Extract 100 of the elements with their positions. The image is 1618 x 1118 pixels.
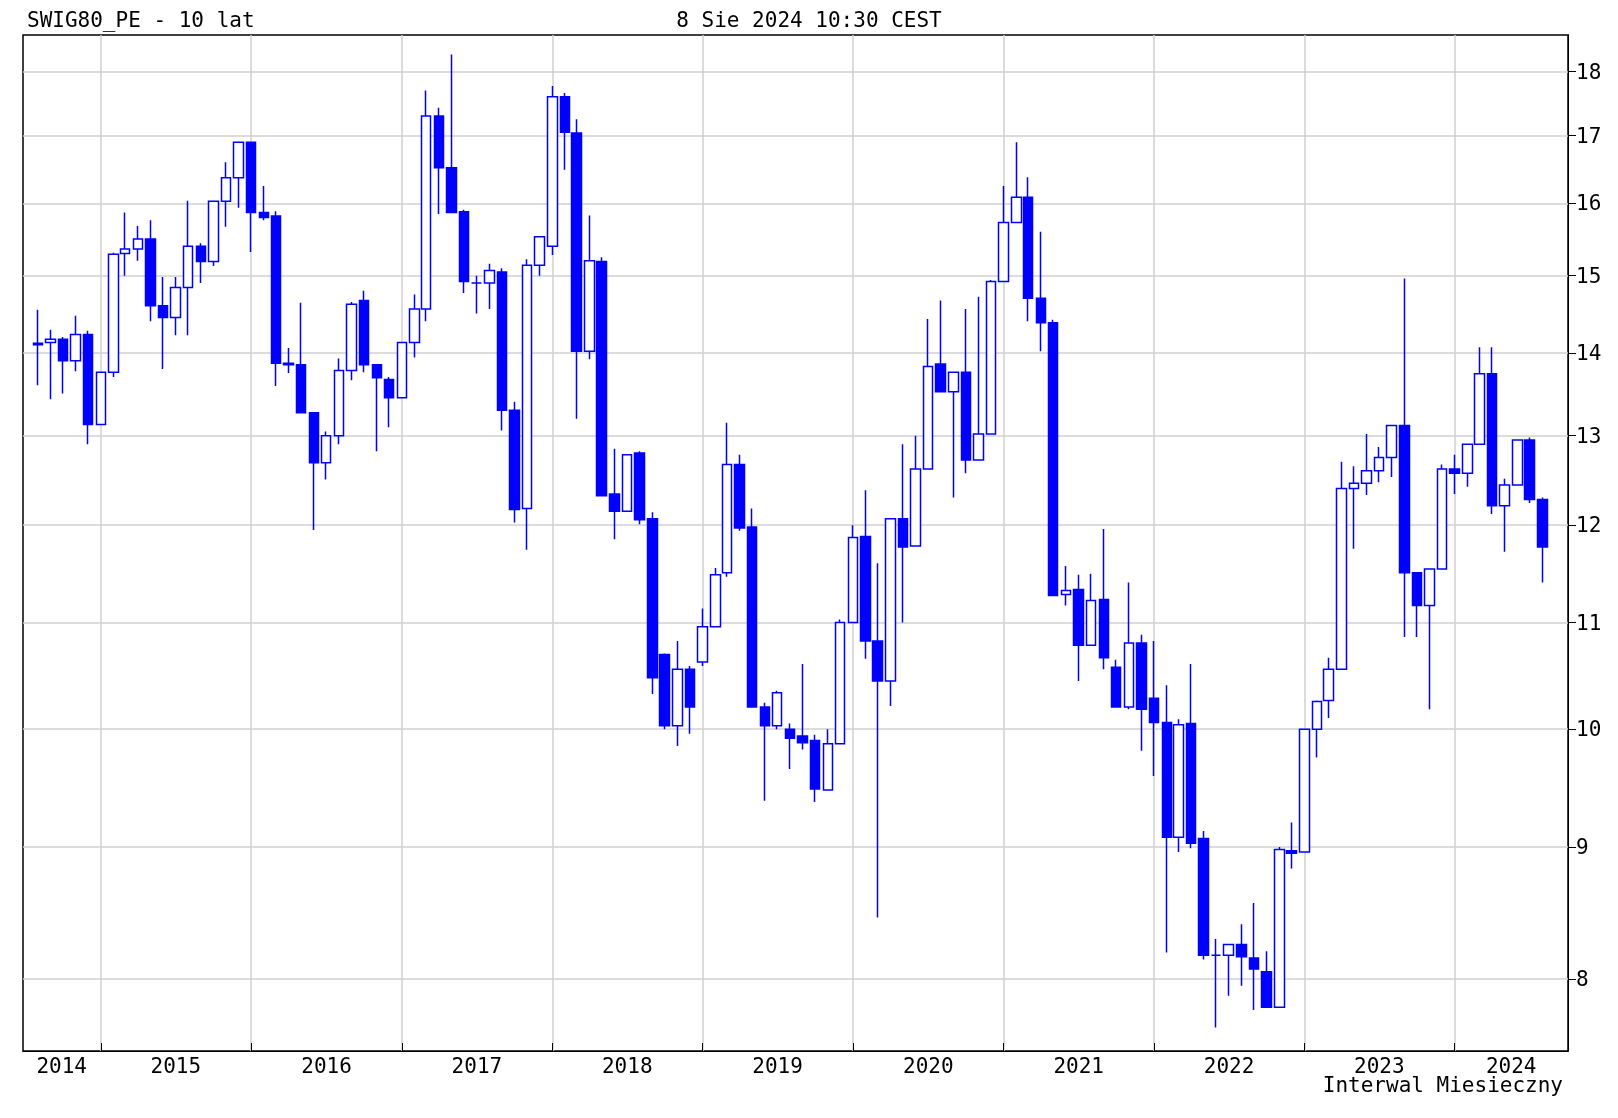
y-tick-label: 10 (1576, 717, 1602, 742)
candlestick (1060, 565, 1072, 607)
candlestick (684, 665, 696, 735)
candlestick (972, 295, 985, 461)
candlestick (232, 140, 245, 209)
x-tick-label: 2019 (752, 1053, 803, 1078)
candlestick (1373, 446, 1385, 484)
candlestick (709, 567, 722, 628)
candlestick (1360, 433, 1373, 496)
candlestick (985, 279, 997, 435)
candlestick (144, 219, 157, 323)
x-tick-label: 2015 (150, 1053, 202, 1078)
candlestick (1260, 950, 1273, 1008)
candlestick (1335, 461, 1348, 671)
candlestick (1210, 938, 1222, 1029)
candlestick (57, 336, 69, 395)
candlestick (358, 289, 370, 373)
candlestick (822, 728, 834, 791)
candlestick (909, 434, 922, 547)
candlestick (1248, 902, 1260, 1011)
candlestick (333, 357, 345, 446)
candlestick (671, 640, 684, 747)
candlestick (383, 376, 395, 428)
candlestick (308, 411, 320, 531)
candlestick (1197, 830, 1210, 961)
candlestick (132, 225, 144, 262)
candlestick (282, 347, 295, 374)
candlestick (546, 85, 559, 256)
candlestick (69, 315, 82, 373)
candlestick (1486, 346, 1498, 515)
candlestick (258, 185, 270, 222)
candlestick (1135, 634, 1148, 752)
candlestick (157, 276, 169, 370)
candlestick (345, 301, 358, 382)
y-tick-label: 8 (1576, 966, 1589, 991)
candlestick (1085, 573, 1097, 646)
candlestick (633, 450, 646, 526)
candlestick (1398, 277, 1411, 638)
candlestick (847, 524, 859, 624)
candlestick (947, 371, 960, 499)
candlestick (1035, 231, 1047, 352)
candlestick (696, 607, 709, 667)
x-tick-label: 2018 (601, 1053, 653, 1078)
candlestick (834, 618, 846, 745)
candlestick (1110, 659, 1122, 708)
y-tick-label: 11 (1576, 610, 1602, 635)
candlestick (1348, 465, 1360, 550)
chart-subtitle: 8 Sie 2024 10:30 CEST (676, 7, 943, 32)
candlestick (746, 507, 758, 708)
y-tick-label: 9 (1576, 835, 1589, 860)
candlestick (1072, 574, 1085, 682)
candlestick (245, 141, 257, 253)
candlestick (95, 371, 107, 426)
candlestick (1222, 943, 1235, 997)
candlestick (1235, 923, 1248, 987)
candlestick (1385, 424, 1398, 478)
candlestick (621, 454, 633, 513)
candlestick (295, 302, 307, 415)
candlestick (897, 443, 909, 624)
candlestick (796, 663, 809, 751)
candlestick (458, 208, 470, 294)
x-tick-label: 2020 (903, 1053, 954, 1078)
candlestick (1148, 640, 1160, 777)
candlestick (82, 329, 94, 446)
candlestick (320, 430, 332, 481)
candlestick (270, 210, 282, 387)
candlestick (433, 106, 445, 215)
candlestick (721, 422, 733, 578)
candlestick (1436, 463, 1448, 570)
candlestick (496, 267, 508, 432)
candlestick (809, 734, 821, 803)
candlestick (371, 364, 383, 453)
candlestick (533, 236, 546, 277)
y-tick-label: 17 (1576, 123, 1602, 148)
candlestick (1123, 581, 1135, 710)
y-tick-label: 14 (1576, 340, 1602, 365)
candlestick (1423, 568, 1436, 710)
chart-title: SWIG80_PE - 10 lat (27, 7, 255, 32)
candlestick (1448, 454, 1461, 495)
candlestick (922, 318, 934, 470)
y-tick-label: 16 (1576, 191, 1602, 216)
y-tick-label: 13 (1576, 423, 1602, 448)
candlestick (934, 299, 947, 393)
candlestick (997, 185, 1010, 283)
candlestick (1311, 699, 1323, 759)
candlestick (1411, 572, 1423, 638)
y-tick-label: 12 (1576, 513, 1602, 538)
candlestick (44, 329, 57, 401)
candlestick (195, 242, 207, 284)
y-tick-label: 18 (1576, 59, 1602, 84)
candlestick (483, 263, 496, 310)
y-tick-label: 15 (1576, 263, 1602, 288)
candlestick (1047, 318, 1059, 597)
x-tick-label: 2021 (1053, 1053, 1104, 1078)
candlestick (1298, 728, 1311, 853)
candlestick (32, 308, 44, 386)
candlestick (445, 53, 458, 214)
candlestick (1098, 528, 1110, 671)
x-tick-label: 2016 (301, 1053, 352, 1078)
candlestick (508, 401, 521, 524)
